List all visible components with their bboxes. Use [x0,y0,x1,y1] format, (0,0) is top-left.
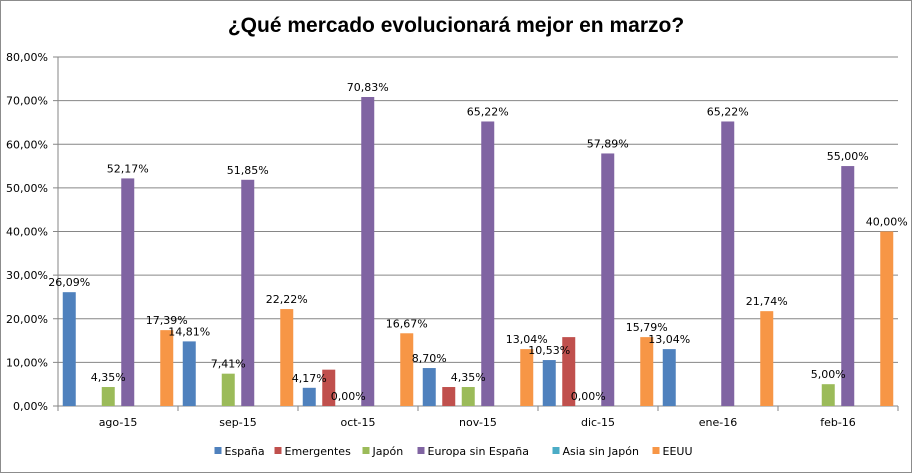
legend-label: Europa sin España [428,445,530,458]
legend-label: España [225,445,265,458]
y-tick-label: 30,00% [6,269,48,282]
data-label: 4,35% [91,371,126,384]
data-label: 26,09% [48,276,90,289]
data-label: 40,00% [866,216,908,229]
bar [280,309,294,406]
data-label: 7,41% [211,358,246,371]
data-label: 17,39% [146,314,188,327]
data-label: 16,67% [386,317,428,330]
x-tick-label: oct-15 [340,416,375,429]
bar [361,97,375,407]
legend-label: Emergentes [285,445,352,458]
bar [721,121,735,406]
y-tick-label: 60,00% [6,138,48,151]
bar [322,369,336,406]
legend-swatch [652,447,660,454]
data-label: 10,53% [528,344,570,357]
bar [160,330,174,406]
data-label: 8,70% [412,352,447,365]
data-label: 13,04% [506,333,548,346]
data-label: 15,79% [626,321,668,334]
bar [662,349,676,406]
data-label: 0,00% [331,390,366,403]
y-tick-label: 80,00% [6,51,48,64]
data-label: 55,00% [827,150,869,163]
y-tick-label: 40,00% [6,226,48,239]
bar [640,337,654,406]
bar [562,337,576,406]
data-labels: 26,09%14,81%4,17%8,70%10,53%13,04%4,35%7… [48,81,907,403]
bar [302,387,316,406]
y-tick-label: 70,00% [6,95,48,108]
legend-swatch [362,447,370,454]
data-label: 13,04% [648,333,690,346]
legend-swatch [417,447,425,454]
legend: España Emergentes Japón Europa sin España As… [214,445,693,458]
data-label: 52,17% [107,162,149,175]
x-tick-label: ene-16 [699,416,737,429]
bar [62,292,76,406]
y-tick-label: 0,00% [13,400,48,413]
y-tick-label: 20,00% [6,313,48,326]
chart-title: ¿Qué mercado evolucionará mejor en marzo… [228,14,684,37]
data-label: 14,81% [168,325,210,338]
gridlines [58,56,898,363]
bar [442,387,456,406]
data-label: 65,22% [707,105,749,118]
data-label: 22,22% [266,293,308,306]
x-tick-label: nov-15 [459,416,497,429]
legend-label: Asia sin Japón [563,445,640,458]
x-tick-label: sep-15 [219,416,256,429]
legend-swatch [274,447,282,454]
bar [821,384,835,406]
data-label: 0,00% [571,390,606,403]
legend-label: EEUU [663,445,693,458]
bar [880,231,894,406]
bar [121,178,135,406]
bar [841,166,855,406]
x-tick-label: ago-15 [99,416,138,429]
bar [461,387,475,406]
bar [422,368,436,406]
data-label: 70,83% [347,81,389,94]
data-label: 4,35% [451,371,486,384]
bar [241,179,255,406]
data-label: 51,85% [227,164,269,177]
x-tick-label: feb-16 [820,416,856,429]
data-label: 5,00% [811,368,846,381]
data-label: 4,17% [292,372,327,385]
bar [542,360,556,406]
bar [182,341,196,406]
bar [101,387,115,406]
data-label: 65,22% [467,105,509,118]
y-tick-label: 50,00% [6,182,48,195]
axes: 0,00% 10,00% 20,00% 30,00% 40,00% 50,00% 60,00… [6,51,899,429]
bars [62,97,894,407]
legend-swatch [552,447,560,454]
bar [760,311,774,406]
data-label: 57,89% [587,137,629,150]
legend-swatch [214,447,222,454]
bar [520,349,534,406]
bar [601,153,615,406]
bar [221,373,235,406]
bar [400,333,414,406]
y-tick-label: 10,00% [6,356,48,369]
data-label: 21,74% [746,295,788,308]
bar [481,121,495,406]
x-tick-label: dic-15 [581,416,615,429]
legend-label: Japón [372,445,404,458]
